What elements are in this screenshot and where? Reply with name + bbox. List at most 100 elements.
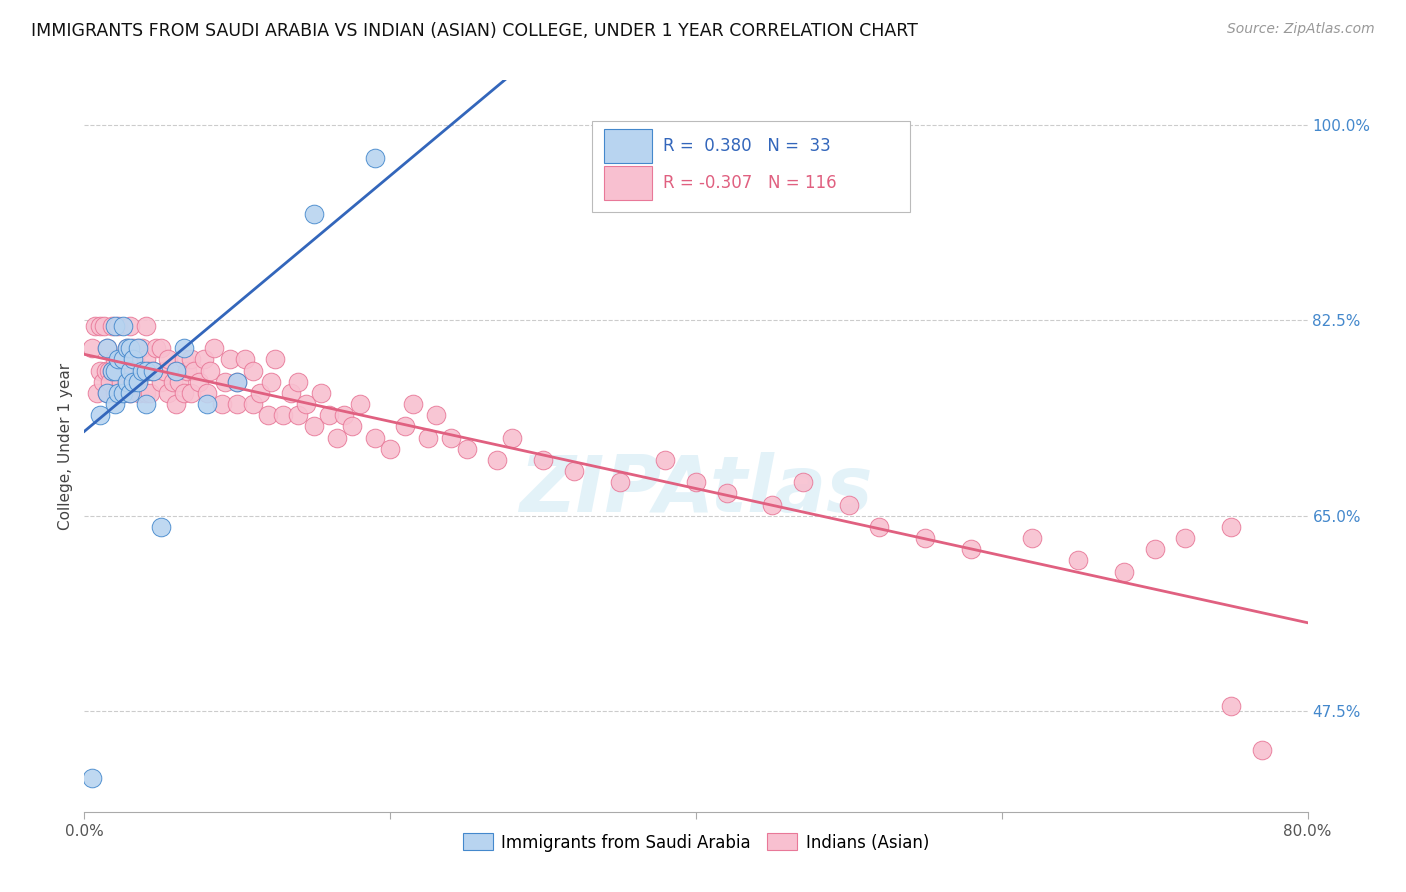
Point xyxy=(111,386,134,401)
Point xyxy=(115,341,138,355)
Point xyxy=(302,207,325,221)
Point xyxy=(173,341,195,355)
Point xyxy=(135,386,157,401)
Point xyxy=(311,386,333,401)
Point xyxy=(318,409,340,423)
Point xyxy=(211,397,233,411)
Point xyxy=(111,318,134,333)
Point xyxy=(914,531,936,545)
Point xyxy=(111,352,134,367)
Point xyxy=(120,318,142,333)
Point xyxy=(394,419,416,434)
Point xyxy=(1067,553,1090,567)
Point xyxy=(425,409,447,423)
Point xyxy=(157,352,180,367)
Point xyxy=(120,363,142,377)
Point xyxy=(287,409,309,423)
Point xyxy=(792,475,814,490)
Point xyxy=(104,363,127,377)
Point xyxy=(101,318,124,333)
Point xyxy=(188,375,211,389)
Point xyxy=(195,386,218,401)
FancyBboxPatch shape xyxy=(605,166,652,200)
Point xyxy=(364,431,387,445)
Point xyxy=(89,318,111,333)
Point xyxy=(84,318,107,333)
Point xyxy=(122,375,145,389)
Point xyxy=(202,341,225,355)
Point xyxy=(122,341,145,355)
Point xyxy=(173,352,195,367)
Point xyxy=(127,341,149,355)
Point xyxy=(193,352,215,367)
Point xyxy=(167,375,190,389)
Point xyxy=(107,386,129,401)
Point xyxy=(287,375,309,389)
Point xyxy=(149,520,172,534)
Point xyxy=(440,431,463,445)
Point xyxy=(456,442,478,456)
Point xyxy=(122,352,145,367)
Point xyxy=(486,453,509,467)
Point xyxy=(111,352,134,367)
Point xyxy=(142,363,165,377)
Point xyxy=(1143,542,1166,557)
Point xyxy=(176,363,198,377)
Point xyxy=(124,352,146,367)
Point xyxy=(131,363,153,377)
Point xyxy=(165,363,187,377)
Point xyxy=(149,341,172,355)
Point xyxy=(89,409,111,423)
Point xyxy=(127,375,149,389)
Point xyxy=(271,409,294,423)
Point xyxy=(135,397,157,411)
Point xyxy=(107,318,129,333)
Point xyxy=(183,363,205,377)
Point xyxy=(115,341,138,355)
Point xyxy=(162,375,184,389)
Point xyxy=(128,386,150,401)
Point xyxy=(1114,565,1136,579)
Point xyxy=(165,397,187,411)
Point xyxy=(869,520,891,534)
Point xyxy=(120,363,142,377)
Point xyxy=(380,442,402,456)
Point xyxy=(249,386,271,401)
Point xyxy=(93,318,115,333)
Point xyxy=(104,352,127,367)
Point xyxy=(157,386,180,401)
Point xyxy=(242,363,264,377)
Point xyxy=(1250,743,1272,757)
Point xyxy=(609,475,631,490)
Point xyxy=(654,453,676,467)
Point xyxy=(242,397,264,411)
FancyBboxPatch shape xyxy=(592,120,910,212)
Point xyxy=(110,375,132,389)
Y-axis label: College, Under 1 year: College, Under 1 year xyxy=(58,362,73,530)
Point xyxy=(112,363,135,377)
Point xyxy=(115,375,138,389)
Point xyxy=(104,386,127,401)
Point xyxy=(264,352,287,367)
Point xyxy=(101,363,124,377)
Point xyxy=(104,397,127,411)
Point xyxy=(402,397,425,411)
Point xyxy=(257,409,280,423)
Point xyxy=(562,464,585,478)
Point xyxy=(1220,520,1243,534)
Point xyxy=(716,486,738,500)
Point xyxy=(135,318,157,333)
Point xyxy=(295,397,318,411)
Point xyxy=(1220,698,1243,713)
Point xyxy=(96,341,118,355)
Point xyxy=(97,363,120,377)
Point xyxy=(340,419,363,434)
Point xyxy=(107,363,129,377)
Point xyxy=(685,475,707,490)
Point xyxy=(838,498,860,512)
Point xyxy=(127,341,149,355)
Point xyxy=(96,386,118,401)
Point xyxy=(349,397,371,411)
Point xyxy=(122,375,145,389)
Point xyxy=(89,363,111,377)
